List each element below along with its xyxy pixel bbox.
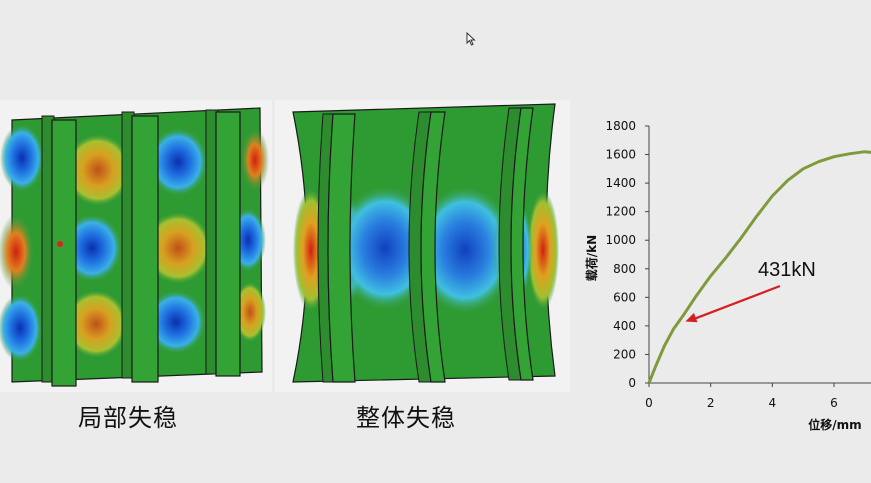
y-tick-label: 0 xyxy=(628,376,636,390)
annotation-arrow xyxy=(694,284,781,320)
global-buckling-image xyxy=(275,100,570,392)
mouse-cursor-icon xyxy=(466,32,476,46)
x-axis-label: 位移/mm xyxy=(808,417,861,432)
annotation-arrowhead xyxy=(685,312,698,323)
chart-axes xyxy=(648,126,871,384)
local-buckling-image xyxy=(0,100,272,392)
y-tick-label: 1000 xyxy=(605,233,636,247)
y-tick-label: 800 xyxy=(613,262,636,276)
caption-local-buckling: 局部失稳 xyxy=(78,404,178,432)
y-tick-label: 200 xyxy=(613,347,636,361)
annotation-label: 431kN xyxy=(758,259,816,281)
y-axis-label: 载荷/kN xyxy=(584,235,599,281)
y-tick-label: 400 xyxy=(613,319,636,333)
load-displacement-chart: 0 200 400 600 800 1000 1200 1400 1600 1800 0 2 4 6 43… xyxy=(584,119,871,432)
x-tick-label: 6 xyxy=(830,396,838,410)
chart-ticks: 0 200 400 600 800 1000 1200 1400 1600 1800 0 2 4 6 xyxy=(605,119,837,410)
caption-global-buckling: 整体失稳 xyxy=(356,404,456,432)
y-tick-label: 1400 xyxy=(605,176,636,190)
x-tick-label: 2 xyxy=(707,396,715,410)
x-tick-label: 4 xyxy=(769,396,777,410)
x-tick-label: 0 xyxy=(645,396,653,410)
y-tick-label: 1200 xyxy=(605,205,636,219)
load-curve xyxy=(647,150,871,384)
y-tick-label: 1800 xyxy=(605,119,636,133)
y-tick-label: 1600 xyxy=(605,148,636,162)
y-tick-label: 600 xyxy=(613,290,636,304)
